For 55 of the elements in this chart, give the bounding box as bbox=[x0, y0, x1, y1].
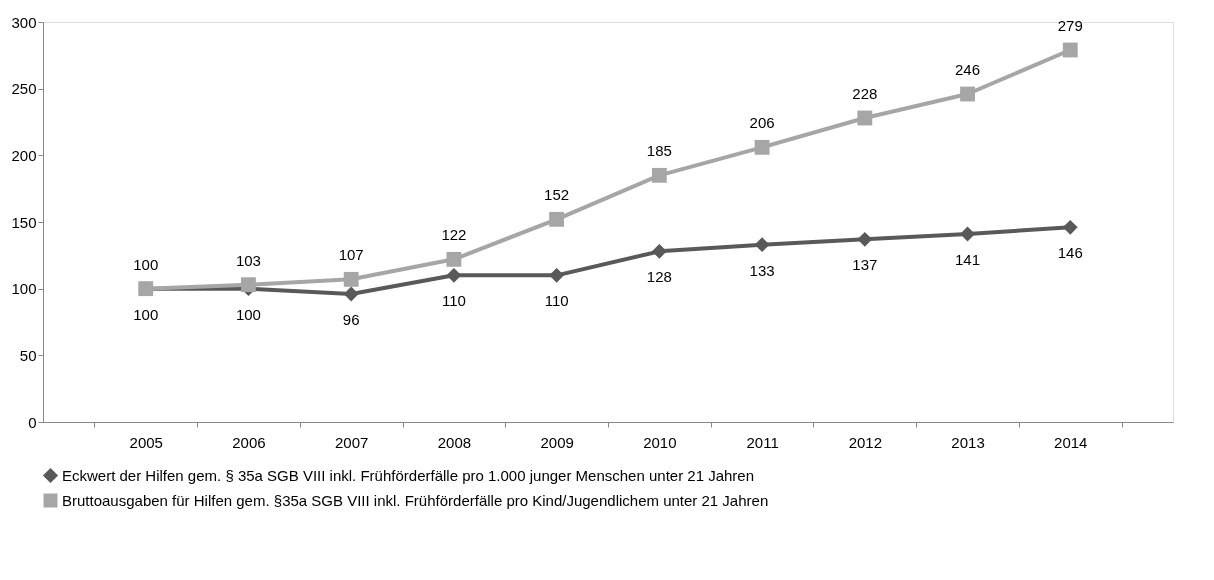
data-label: 100 bbox=[133, 255, 159, 273]
point bbox=[960, 86, 975, 102]
data-label: 96 bbox=[342, 311, 360, 328]
data-label: 100 bbox=[235, 305, 261, 323]
y-tick-label: 300 bbox=[11, 13, 37, 31]
y-tick-label: 250 bbox=[11, 80, 37, 98]
data-label: 107 bbox=[338, 246, 364, 264]
data-label: 141 bbox=[955, 251, 981, 268]
data-label: 133 bbox=[749, 261, 775, 279]
point bbox=[754, 237, 770, 253]
point bbox=[857, 110, 873, 126]
point bbox=[549, 267, 565, 283]
y-tick-label: 50 bbox=[19, 346, 37, 364]
x-tick-label: 2006 bbox=[232, 433, 266, 451]
point bbox=[343, 271, 359, 287]
data-label: 228 bbox=[852, 85, 878, 102]
data-label: 185 bbox=[646, 142, 672, 160]
data-label: 246 bbox=[955, 61, 981, 78]
point bbox=[446, 251, 462, 267]
legend-label: Bruttoausgaben für Hilfen gem. §35a SGB VIII inkl. Frühförderfälle pro Kind/Jugendlichem unter 21 Jahren bbox=[62, 491, 769, 509]
legend-label: Eckwert der Hilfen gem. § 35a SGB VIII inkl. Frühförderfälle pro 1.000 junger Menschen unter 21 Jahren bbox=[62, 466, 755, 484]
data-label: 152 bbox=[544, 186, 570, 204]
point bbox=[651, 167, 667, 183]
data-label: 146 bbox=[1057, 244, 1083, 262]
data-label: 279 bbox=[1057, 17, 1083, 34]
y-tick-label: 150 bbox=[11, 213, 37, 231]
point bbox=[1062, 42, 1078, 58]
x-tick-label: 2011 bbox=[746, 433, 779, 451]
x-tick-label: 2009 bbox=[540, 433, 574, 451]
x-tick-label: 2013 bbox=[951, 433, 985, 451]
point bbox=[549, 211, 565, 227]
point bbox=[241, 277, 256, 293]
y-tick-label: 200 bbox=[11, 146, 37, 164]
data-label: 128 bbox=[646, 268, 672, 286]
data-label: 206 bbox=[749, 114, 775, 132]
data-label: 110 bbox=[441, 292, 466, 310]
point bbox=[651, 243, 667, 259]
data-label: 103 bbox=[235, 251, 261, 269]
point bbox=[857, 231, 873, 247]
y-tick-label: 0 bbox=[28, 413, 37, 431]
x-tick-label: 2005 bbox=[129, 433, 163, 451]
point bbox=[754, 139, 770, 155]
x-tick-label: 2007 bbox=[334, 433, 369, 451]
data-label: 122 bbox=[441, 226, 467, 244]
x-tick-label: 2008 bbox=[437, 433, 472, 451]
x-tick-label: 2012 bbox=[848, 433, 883, 451]
data-label: 100 bbox=[133, 305, 159, 323]
point bbox=[343, 286, 359, 302]
x-tick-label: 2010 bbox=[643, 433, 677, 451]
x-tick-label: 2014 bbox=[1054, 433, 1088, 451]
point bbox=[446, 267, 462, 283]
data-label: 110 bbox=[544, 292, 569, 310]
point bbox=[1062, 219, 1078, 235]
y-tick-label: 100 bbox=[11, 280, 37, 298]
data-label: 137 bbox=[852, 256, 878, 274]
